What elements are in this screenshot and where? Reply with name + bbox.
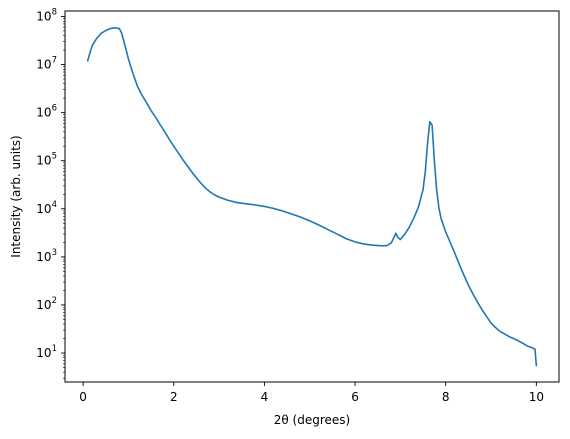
y-tick-label: 103 bbox=[36, 248, 57, 264]
axes-frame bbox=[64, 10, 560, 383]
x-tick-label: 2 bbox=[170, 390, 178, 404]
y-tick-label: 105 bbox=[36, 152, 57, 168]
x-tick-label: 10 bbox=[529, 390, 544, 404]
plot-area bbox=[86, 27, 538, 367]
y-tick-label: 102 bbox=[36, 296, 57, 312]
series-line bbox=[86, 27, 538, 367]
y-tick-label: 106 bbox=[36, 104, 57, 120]
y-tick-label: 108 bbox=[36, 7, 57, 23]
y-axis-label: Intensity (arb. units) bbox=[9, 135, 23, 257]
y-axis-ticks: 101 102 103 104 105 106 107 108 bbox=[36, 7, 65, 379]
x-tick-label: 4 bbox=[261, 390, 269, 404]
x-axis-ticks: 0 2 4 6 8 10 bbox=[79, 382, 544, 404]
y-tick-label: 107 bbox=[36, 56, 57, 72]
y-tick-label: 101 bbox=[36, 344, 57, 360]
x-tick-label: 8 bbox=[442, 390, 450, 404]
y-tick-label: 104 bbox=[36, 200, 57, 216]
x-axis-label: 2θ (degrees) bbox=[274, 413, 350, 427]
x-tick-label: 0 bbox=[79, 390, 87, 404]
x-tick-label: 6 bbox=[351, 390, 359, 404]
